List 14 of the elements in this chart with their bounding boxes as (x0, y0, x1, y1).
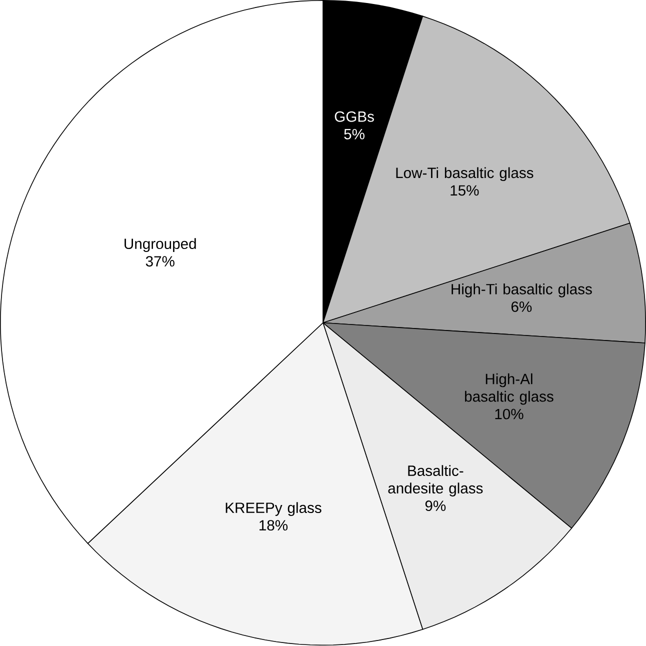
data-label: 37% (146, 256, 174, 267)
data-label: 9% (425, 500, 446, 512)
slice-label: High-Al basaltic glass (465, 374, 554, 405)
data-label: 10% (495, 409, 524, 420)
data-label: 15% (450, 185, 479, 196)
slice-label: Low-Ti basaltic glass (396, 167, 534, 182)
slice-label: High-Ti basaltic glass (452, 284, 592, 298)
slice-label: Ungrouped (124, 238, 196, 252)
data-label: 18% (260, 520, 288, 531)
slice-label: GGBs (334, 112, 374, 122)
slice-label: KREEPy glass (226, 502, 322, 516)
data-label: 5% (344, 129, 364, 140)
slice-label: Basaltic-andesite glass (388, 465, 483, 497)
data-label: 6% (511, 302, 532, 312)
